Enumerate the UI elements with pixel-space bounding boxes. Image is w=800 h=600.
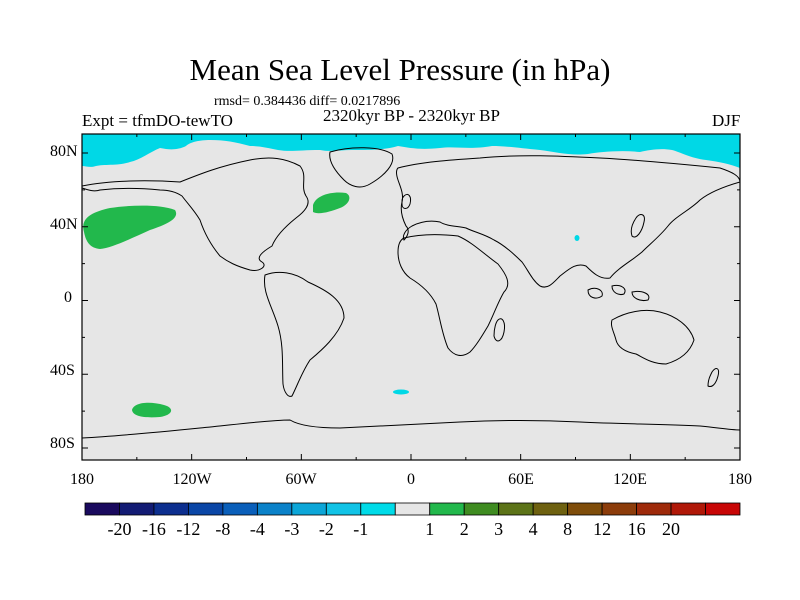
colorbar-swatch: [222, 502, 258, 516]
coast-greenland: [329, 147, 394, 188]
x-tick-label-60E: 60E: [508, 471, 534, 488]
y-tick-label-40S: 40S: [50, 362, 75, 379]
colorbar-swatch: [256, 502, 293, 516]
colorbar-label: -1: [353, 519, 368, 539]
colorbar-label: 12: [593, 519, 611, 539]
negative-anomaly-arctic: [82, 134, 740, 168]
colorbar-swatch: [463, 502, 500, 516]
colorbar-label: 20: [662, 519, 680, 539]
map-background: [82, 134, 740, 460]
x-tick-label-0: 0: [407, 471, 415, 488]
colorbar-swatch: [153, 502, 189, 516]
colorbar-label: -20: [107, 519, 131, 539]
colorbar-label: 2: [460, 519, 469, 539]
colorbar-swatch: [119, 502, 155, 516]
coastlines: [82, 147, 740, 439]
y-tick-label-80S: 80S: [50, 435, 75, 452]
coast-north-america: [82, 157, 309, 271]
colorbar-swatch: [188, 502, 224, 516]
coast-africa: [397, 234, 509, 356]
y-tick-label-80N: 80N: [50, 143, 78, 160]
colorbar-swatch: [325, 502, 362, 516]
colorbar-swatch: [532, 502, 569, 516]
period-label: 2320kyr BP - 2320kyr BP: [323, 106, 500, 125]
colorbar-label: -16: [142, 519, 166, 539]
colorbar-swatch: [429, 502, 465, 516]
colorbar-label: 4: [529, 519, 538, 539]
positive-anomaly-north-atlantic: [313, 192, 350, 214]
coast-eurasia: [396, 155, 740, 288]
colorbar-label: -12: [176, 519, 200, 539]
coast-new-zealand: [707, 368, 719, 387]
colorbar-label: 16: [628, 519, 646, 539]
colorbar-label: 1: [425, 519, 434, 539]
stats-text: rmsd= 0.384436 diff= 0.0217896: [214, 94, 401, 109]
colorbar-labels: -20 -16 -12 -8 -4 -3 -2 -1 1 2 3 4 8 12 16 20: [107, 519, 680, 539]
season-label: DJF: [712, 111, 741, 130]
colorbar-label: 8: [563, 519, 572, 539]
colorbar-label: -8: [215, 519, 230, 539]
y-tick-label-40N: 40N: [50, 216, 78, 233]
colorbar-label: -4: [250, 519, 265, 539]
colorbar-label: -2: [319, 519, 334, 539]
colorbar-swatch: [84, 502, 120, 516]
y-tick-label-0: 0: [64, 289, 72, 306]
map-title: Mean Sea Level Pressure (in hPa): [189, 52, 611, 87]
colorbar-label: 3: [494, 519, 503, 539]
colorbar-swatch: [670, 502, 706, 516]
x-tick-label-180-right: 180: [728, 471, 752, 488]
colorbar-swatch: [498, 502, 534, 516]
negative-anomaly-spot-south-atlantic: [393, 389, 409, 395]
coast-british-isles: [401, 193, 411, 209]
colorbar-swatch: [360, 502, 396, 516]
coast-antarctica: [82, 419, 740, 439]
colorbar: [84, 502, 741, 516]
coast-southeast-asia-islands: [587, 285, 650, 301]
coast-madagascar: [493, 318, 505, 342]
coast-australia: [611, 309, 695, 365]
colorbar-label: -3: [284, 519, 299, 539]
axis-ticks: [81, 134, 741, 460]
positive-anomaly-north-pacific: [83, 205, 177, 249]
colorbar-swatch: [567, 502, 603, 516]
colorbar-swatch: [601, 502, 637, 516]
coast-south-america: [263, 271, 345, 397]
colorbar-swatch: [636, 502, 672, 516]
negative-anomaly-spot-asia: [574, 235, 580, 241]
x-tick-label-120E: 120E: [613, 471, 647, 488]
experiment-label: Expt = tfmDO-tewTO: [82, 111, 233, 130]
x-tick-label-180-left: 180: [70, 471, 94, 488]
colorbar-swatch: [394, 502, 431, 516]
coast-japan: [630, 214, 645, 238]
positive-anomaly-south-pacific: [132, 402, 172, 418]
x-tick-label-60W: 60W: [285, 471, 317, 488]
colorbar-swatch: [291, 502, 327, 516]
colorbar-swatch: [705, 502, 741, 516]
x-tick-label-120W: 120W: [172, 471, 212, 488]
